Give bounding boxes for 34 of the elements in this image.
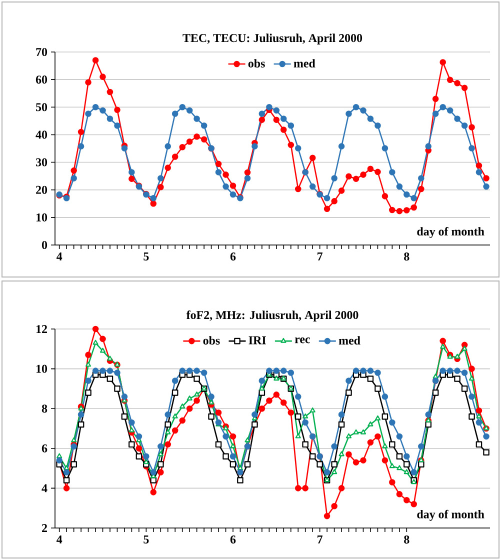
y-tick-label: 12 [36, 325, 47, 333]
x-tick-label: 5 [144, 536, 149, 544]
x-tick-label: 8 [404, 536, 410, 544]
x-tick-label: 7 [318, 536, 323, 544]
x-tick-label: 6 [230, 252, 236, 261]
y-tick-label: 4 [42, 484, 48, 492]
y-tick-label: 50 [36, 103, 48, 112]
annotation: day of month [417, 227, 484, 238]
y-tick-label: 0 [42, 240, 48, 250]
y-tick-label: 30 [36, 158, 48, 166]
y-tick-label: 70 [36, 48, 48, 56]
y-tick-label: 2 [42, 524, 47, 532]
legend-label: rec [294, 337, 310, 344]
annotation: day of month [417, 510, 484, 521]
x-tick-label: 4 [56, 252, 62, 260]
y-tick-label: 60 [36, 76, 48, 84]
chart-title: foF2, MHz: Juliusruh, April 2000 [186, 310, 358, 322]
y-tick-label: 20 [36, 186, 48, 194]
x-tick-label: 7 [318, 252, 323, 260]
y-tick-label: 10 [36, 364, 48, 373]
legend-label: med [338, 336, 360, 345]
x-tick-label: 6 [230, 536, 236, 544]
x-tick-label: 4 [56, 536, 62, 544]
legend-label: IRI [248, 336, 266, 344]
y-tick-label: 40 [36, 130, 48, 139]
chart-title: TEC, TECU: Juliusruh, April 2000 [182, 34, 362, 44]
y-tick-label: 10 [36, 213, 48, 222]
y-tick-label: 6 [42, 444, 48, 452]
x-tick-label: 5 [144, 252, 149, 260]
y-tick-label: 8 [42, 404, 48, 413]
x-tick-label: 8 [404, 252, 410, 261]
legend-label: med [294, 59, 316, 68]
legend-label: obs [248, 59, 265, 68]
legend-label: obs [203, 336, 220, 345]
